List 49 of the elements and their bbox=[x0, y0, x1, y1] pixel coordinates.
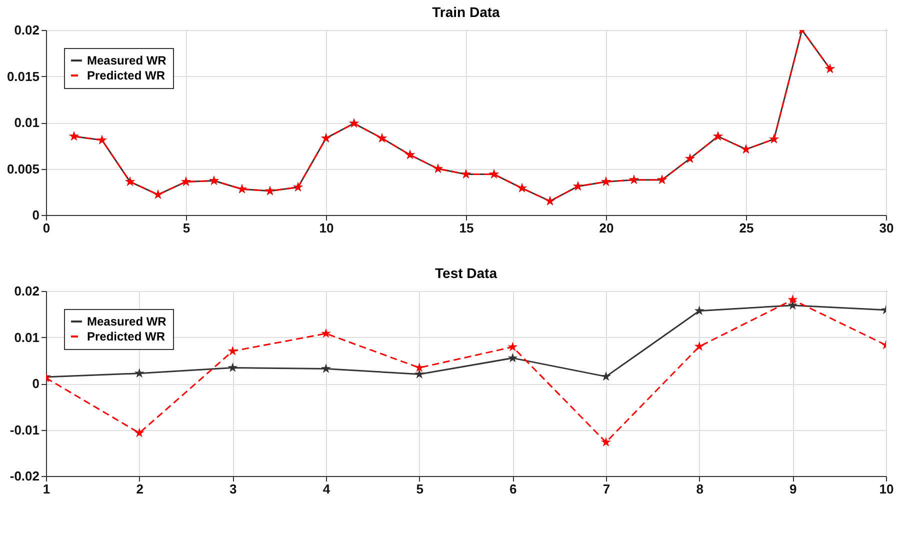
x-tick-label: 0 bbox=[42, 220, 50, 236]
x-tick-label: 2 bbox=[136, 482, 144, 496]
legend-label: Predicted WR bbox=[87, 68, 166, 82]
legend-label: Measured WR bbox=[87, 314, 167, 328]
y-tick-label: 0 bbox=[32, 376, 40, 391]
x-tick-label: 10 bbox=[319, 220, 334, 236]
x-tick-label: 9 bbox=[790, 482, 797, 496]
point bbox=[228, 362, 238, 372]
point bbox=[694, 341, 704, 351]
legend-label: Predicted WR bbox=[87, 330, 166, 344]
point bbox=[788, 300, 798, 310]
y-tick-label: -0.01 bbox=[10, 422, 40, 438]
point bbox=[601, 436, 611, 446]
x-tick-label: 30 bbox=[879, 220, 894, 236]
y-tick-label: -0.02 bbox=[10, 468, 40, 484]
point bbox=[228, 346, 238, 356]
x-tick-label: 10 bbox=[879, 482, 894, 496]
x-tick-label: 1 bbox=[42, 482, 50, 496]
y-tick-label: 0.005 bbox=[6, 161, 40, 176]
x-tick-label: 25 bbox=[739, 220, 754, 236]
point bbox=[414, 369, 424, 378]
x-tick-label: 4 bbox=[322, 482, 331, 496]
y-tick-label: 0.02 bbox=[14, 22, 40, 38]
x-tick-label: 15 bbox=[459, 220, 474, 236]
point bbox=[134, 428, 144, 438]
point bbox=[694, 306, 704, 316]
legend-label: Measured WR bbox=[87, 54, 167, 68]
y-tick-label: 0.015 bbox=[6, 68, 40, 84]
point bbox=[601, 371, 611, 381]
point bbox=[321, 328, 331, 338]
y-tick-label: 0.01 bbox=[14, 330, 40, 345]
y-tick-label: 0 bbox=[32, 208, 40, 222]
chart-title: Train Data bbox=[432, 4, 500, 20]
y-tick-label: 0.01 bbox=[14, 115, 40, 130]
chart-title: Test Data bbox=[435, 265, 498, 281]
point bbox=[508, 352, 518, 362]
point bbox=[321, 363, 331, 373]
y-tick-label: 0.02 bbox=[14, 284, 40, 298]
point bbox=[134, 368, 144, 378]
x-tick-label: 7 bbox=[602, 482, 610, 496]
x-tick-label: 5 bbox=[182, 220, 190, 236]
point bbox=[414, 362, 424, 372]
point bbox=[508, 342, 518, 352]
x-tick-label: 3 bbox=[230, 482, 237, 496]
x-tick-label: 8 bbox=[696, 482, 704, 496]
x-tick-label: 6 bbox=[510, 482, 517, 496]
x-tick-label: 20 bbox=[599, 220, 614, 236]
point bbox=[788, 294, 798, 304]
x-tick-label: 5 bbox=[416, 482, 424, 496]
